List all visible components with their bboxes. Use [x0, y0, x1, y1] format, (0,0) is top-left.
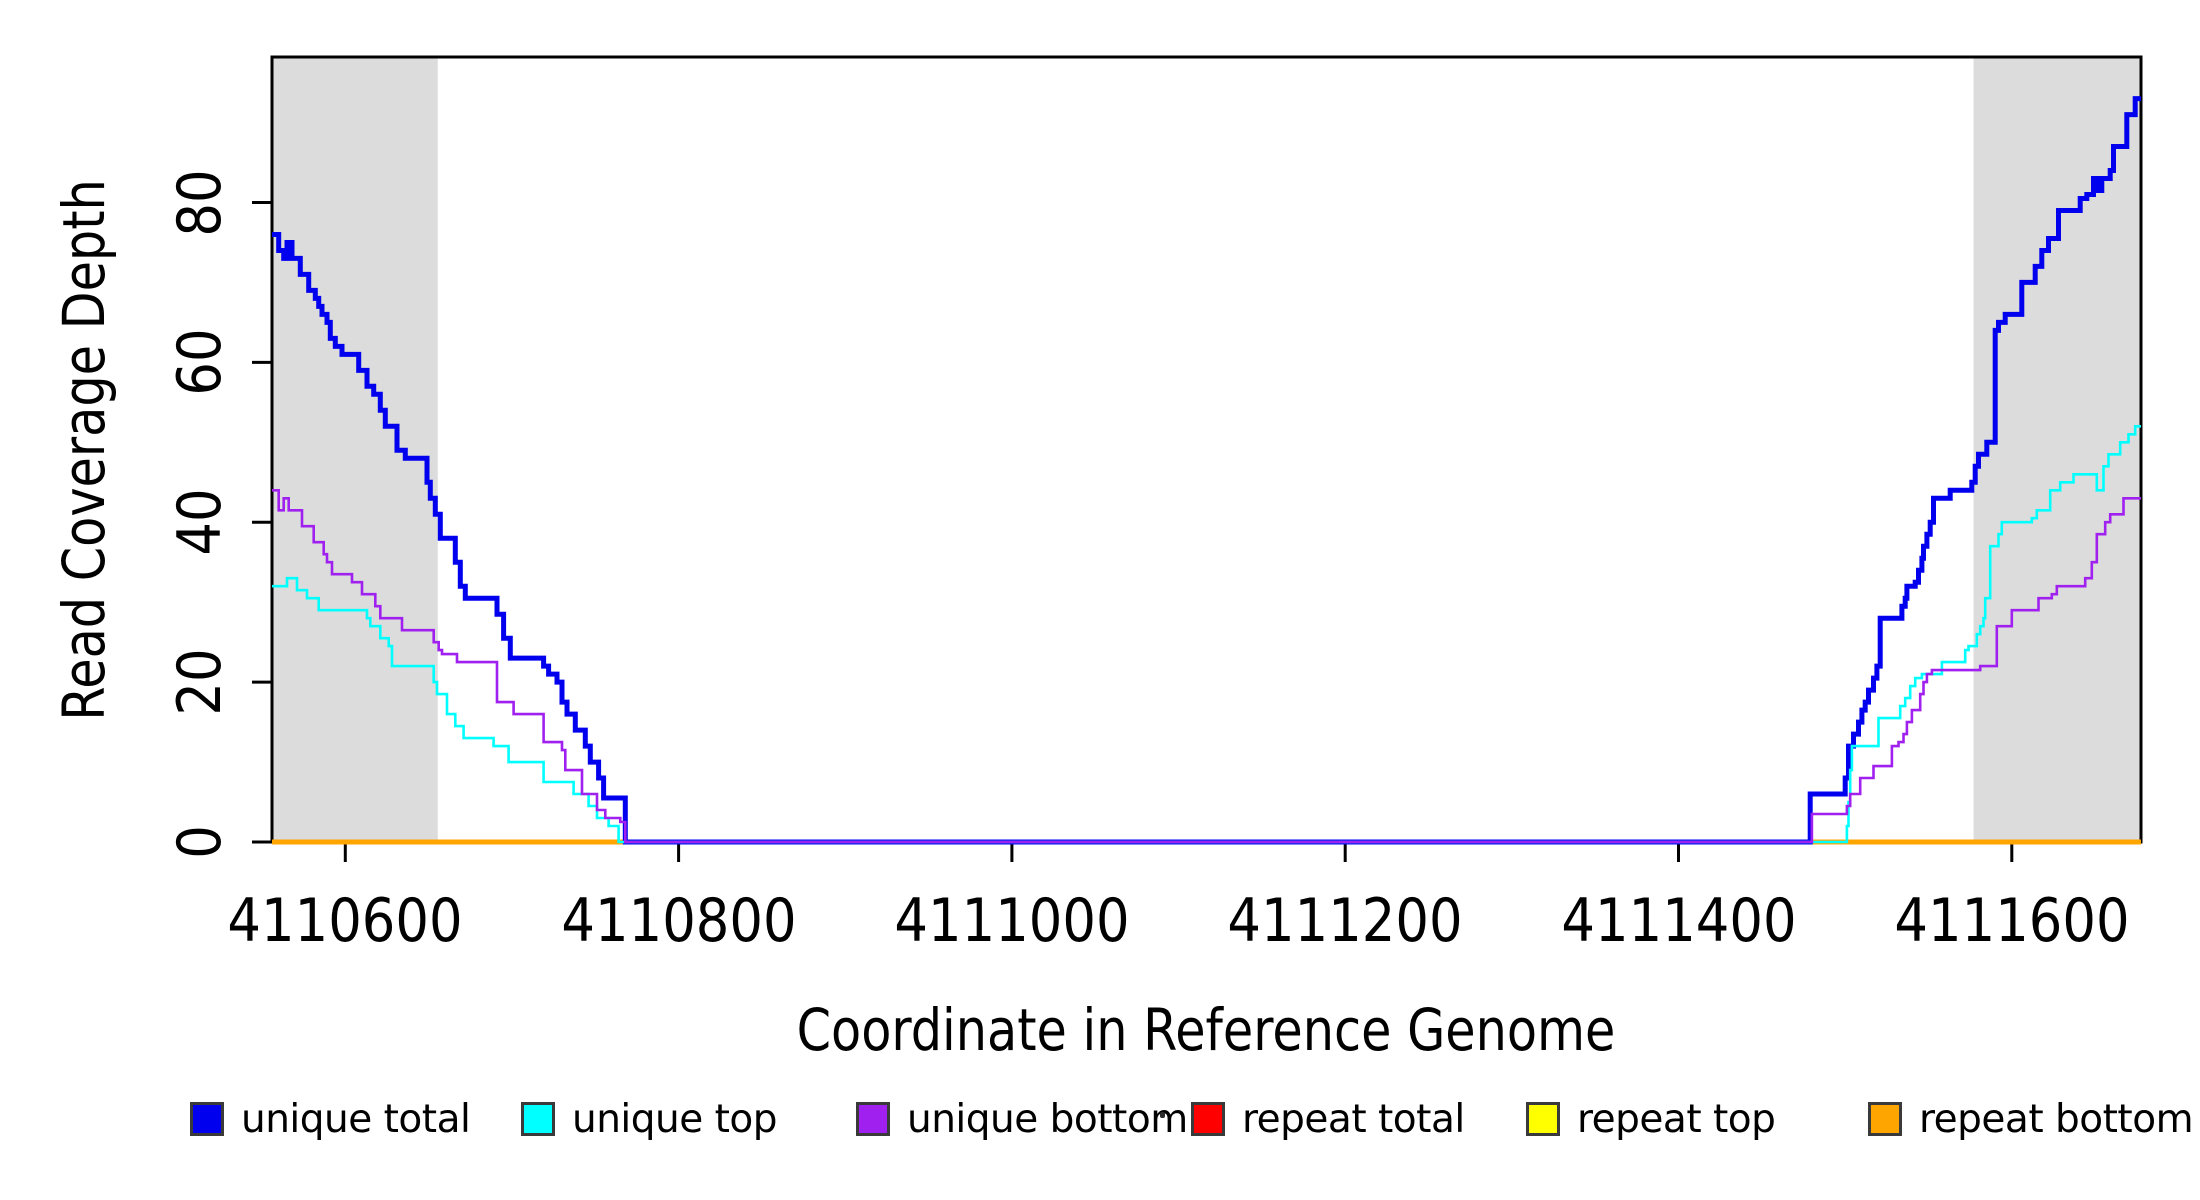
- legend-label: repeat top: [1577, 1096, 1776, 1142]
- legend-item-unique-top: unique top: [521, 1096, 778, 1142]
- highlight-region: [1973, 57, 2141, 842]
- legend-swatch-unique-total: [190, 1102, 224, 1136]
- x-tick-label: 4111600: [1894, 886, 2130, 956]
- y-tick-label: 60: [165, 328, 235, 396]
- legend-label: unique bottom: [907, 1096, 1188, 1142]
- legend-item-unique-bottom: unique bottom: [856, 1096, 1188, 1142]
- x-tick-label: 4111400: [1560, 886, 1797, 956]
- series-line-unique-top: [272, 425, 2141, 844]
- highlight-region: [272, 57, 438, 842]
- x-tick-label: 4110600: [227, 886, 463, 956]
- legend-label: unique top: [572, 1096, 778, 1142]
- legend-swatch-unique-top: [521, 1102, 555, 1136]
- y-tick-label: 20: [165, 648, 235, 716]
- legend-swatch-unique-bottom: [856, 1102, 890, 1136]
- y-tick-label: 80: [165, 168, 235, 237]
- y-axis-title: Read Coverage Depth: [50, 179, 118, 721]
- x-tick-label: 4110800: [561, 886, 797, 956]
- x-tick-label: 4111200: [1227, 886, 1463, 956]
- legend-item-repeat-total: repeat total: [1191, 1096, 1465, 1142]
- legend-swatch-repeat-bottom: [1868, 1102, 1902, 1136]
- y-tick-label: 0: [165, 825, 235, 859]
- y-tick-label: 40: [165, 488, 235, 556]
- legend-item-repeat-bottom: repeat bottom: [1868, 1096, 2194, 1142]
- legend-label: repeat total: [1242, 1096, 1465, 1142]
- legend-swatch-repeat-top: [1526, 1102, 1560, 1136]
- legend-label: repeat bottom: [1919, 1096, 2194, 1142]
- legend-item-unique-total: unique total: [190, 1096, 471, 1142]
- legend-label: unique total: [241, 1096, 471, 1142]
- x-axis-title: Coordinate in Reference Genome: [796, 996, 1616, 1064]
- series-line-unique-bottom: [272, 489, 2141, 844]
- legend-swatch-repeat-total: [1191, 1102, 1225, 1136]
- stray-dot-artifact: [1160, 1112, 1165, 1118]
- legend-item-repeat-top: repeat top: [1526, 1096, 1776, 1142]
- x-tick-label: 4111000: [894, 886, 1130, 956]
- series-line-unique-total: [272, 96, 2141, 845]
